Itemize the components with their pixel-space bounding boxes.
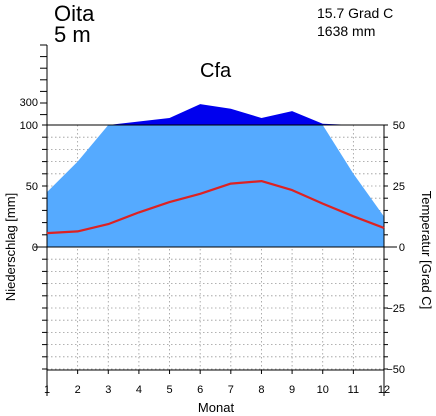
- x-tick-label: 12: [378, 384, 390, 396]
- temp-tick-label: 0: [399, 242, 405, 254]
- x-tick-label: 8: [258, 384, 264, 396]
- temp-tick-label: −50: [386, 364, 405, 376]
- x-axis-title: Monat: [198, 400, 235, 415]
- annual-precipitation: 1638 mm: [317, 23, 376, 39]
- x-tick-label: 3: [105, 384, 111, 396]
- temp-tick-label: 25: [393, 181, 405, 193]
- annual-mean-temperature: 15.7 Grad C: [317, 5, 394, 21]
- right-axis-title: Temperatur [Grad C]: [419, 191, 434, 310]
- precipitation-area: [47, 125, 384, 247]
- climate-classification: Cfa: [200, 60, 232, 82]
- temperature-line: [46, 180, 385, 235]
- precip-tick-label: 300: [20, 97, 38, 109]
- x-tick-label: 9: [289, 384, 295, 396]
- precipitation-excess-area: [47, 104, 384, 125]
- x-tick-label: 1: [44, 384, 50, 396]
- x-tick-label: 4: [136, 384, 142, 396]
- station-elevation: 5 m: [54, 22, 91, 47]
- left-axis-title: Niederschlag [mm]: [3, 193, 18, 301]
- x-tick-label: 11: [348, 384, 359, 396]
- temp-tick-label: −25: [386, 303, 405, 315]
- precip-tick-label: 0: [32, 242, 38, 254]
- x-tick-label: 2: [75, 384, 81, 396]
- x-tick-label: 7: [228, 384, 234, 396]
- temp-tick-label: 50: [393, 120, 405, 132]
- temperature-series: [46, 180, 385, 235]
- precip-tick-label: 50: [26, 181, 38, 193]
- x-tick-label: 5: [166, 384, 172, 396]
- axis-labels: 1 2 3 4 5 6 7 8 9 10 11 1205010030050250−25−50Monat…: [3, 97, 434, 415]
- station-name: Oita: [54, 1, 95, 26]
- x-tick-label: 10: [317, 384, 329, 396]
- precip-tick-label: 100: [20, 120, 38, 132]
- axes: [34, 44, 397, 396]
- x-tick-label: 6: [197, 384, 203, 396]
